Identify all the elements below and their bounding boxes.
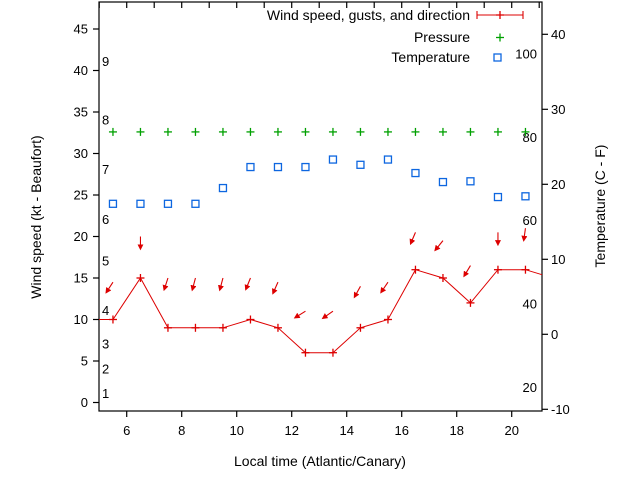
fahrenheit-label: 80 (523, 130, 537, 145)
y-axis-title-left: Wind speed (kt - Beaufort) (28, 135, 44, 299)
fahrenheit-label: 100 (515, 46, 537, 61)
beaufort-label: 9 (102, 54, 109, 69)
wind-series (99, 265, 543, 357)
plot-border (98, 1, 543, 412)
y-right-tick-label: 40 (551, 27, 565, 42)
beaufort-label: 6 (102, 212, 109, 227)
y-left-tick-label: 40 (74, 63, 88, 78)
y-left-tick-label: 5 (81, 354, 88, 369)
x-tick-label: 8 (178, 423, 185, 438)
beaufort-label: 3 (102, 336, 109, 351)
y-right-tick-label: 30 (551, 102, 565, 117)
beaufort-label: 7 (102, 162, 109, 177)
beaufort-label: 1 (102, 386, 109, 401)
legend-label-wind: Wind speed, gusts, and direction (266, 7, 470, 23)
y-axis-title-right: Temperature (C - F) (592, 144, 608, 268)
x-tick-label: 10 (229, 423, 243, 438)
x-tick-label: 18 (449, 423, 463, 438)
x-axis-title: Local time (Atlantic/Canary) (234, 453, 406, 469)
y-left-tick-label: 0 (81, 395, 88, 410)
fahrenheit-label: 60 (523, 213, 537, 228)
fahrenheit-label: 20 (523, 380, 537, 395)
x-tick-label: 20 (504, 423, 518, 438)
y-left-tick-label: 30 (74, 146, 88, 161)
x-tick-label: 16 (394, 423, 408, 438)
legend-samples (476, 11, 524, 62)
temperature-series (108, 155, 530, 208)
x-tick-label: 6 (123, 423, 130, 438)
y-right-tick-label: 0 (551, 327, 558, 342)
axis-ticks (93, 2, 548, 417)
x-tick-label: 14 (339, 423, 353, 438)
gust-arrows (105, 228, 528, 320)
y-left-tick-label: 25 (74, 188, 88, 203)
beaufort-label: 2 (102, 361, 109, 376)
y-left-tick-label: 45 (74, 22, 88, 37)
y-left-tick-label: 15 (74, 271, 88, 286)
beaufort-label: 8 (102, 112, 109, 127)
pressure-series (108, 127, 530, 136)
beaufort-label: 4 (102, 303, 109, 318)
y-right-tick-label: 20 (551, 177, 565, 192)
y-right-tick-label: 10 (551, 252, 565, 267)
fahrenheit-label: 40 (523, 296, 537, 311)
legend-label-temperature: Temperature (391, 49, 470, 65)
x-tick-label: 12 (284, 423, 298, 438)
y-left-tick-label: 10 (74, 312, 88, 327)
legend-label-pressure: Pressure (413, 29, 470, 45)
y-left-tick-label: 20 (74, 229, 88, 244)
y-right-tick-label: -10 (551, 402, 570, 417)
beaufort-label: 5 (102, 253, 109, 268)
y-left-tick-label: 35 (74, 105, 88, 120)
